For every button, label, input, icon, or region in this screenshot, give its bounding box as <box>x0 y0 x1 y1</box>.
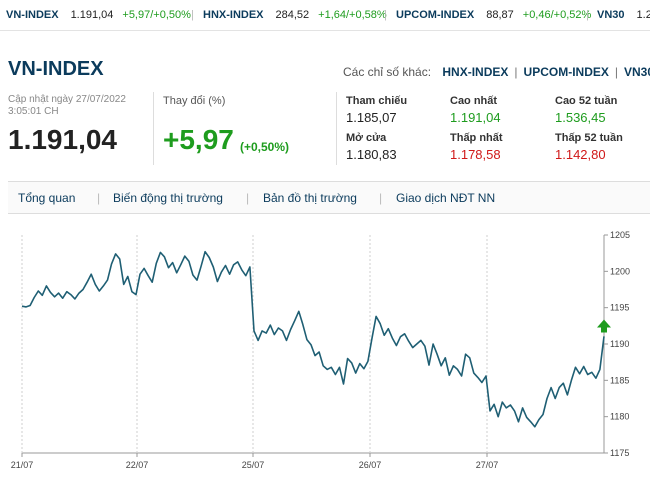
stat-value: 1.180,83 <box>346 147 397 162</box>
ticker-bar: VN-INDEX 1.191,04 +5,97/+0,50% | HNX-INDEX… <box>0 0 650 31</box>
up-arrow-icon <box>597 319 611 333</box>
ticker-item-vn30[interactable]: VN30 1.21 <box>597 9 650 21</box>
chart-grid <box>21 234 608 457</box>
stat-label: Thấp 52 tuần <box>555 132 623 144</box>
ticker-separator: | <box>586 9 589 21</box>
ticker-separator: | <box>384 9 387 21</box>
link-separator: | <box>614 65 618 79</box>
change-value: +5,97 <box>163 124 234 155</box>
tab-bar: Tổng quan | Biến động thị trường | Bản đ… <box>8 181 650 214</box>
stat-value: 1.142,80 <box>555 147 606 162</box>
tab-market-movement[interactable]: Biến động thị trường <box>113 191 223 205</box>
link-upcom-index[interactable]: UPCOM-INDEX <box>523 65 609 79</box>
change-percent: (+0,50%) <box>240 140 290 154</box>
x-tick-label: 26/07 <box>359 460 382 470</box>
stat-label: Tham chiếu <box>346 95 408 107</box>
stat-value: 1.536,45 <box>555 110 606 125</box>
stat-high-52w: Cao 52 tuần 1.536,45 <box>555 95 617 125</box>
divider <box>336 92 337 165</box>
ticker-item-vnindex[interactable]: VN-INDEX 1.191,04 +5,97/+0,50% <box>6 9 191 21</box>
y-axis-labels: 1175 1180 1185 1190 1195 1200 1205 <box>610 230 630 458</box>
series-line <box>21 250 605 428</box>
page-title: VN-INDEX <box>8 58 104 80</box>
ticker-value: 1.191,04 <box>70 9 114 21</box>
ticker-item-upcomindex[interactable]: UPCOM-INDEX 88,87 +0,46/+0,52% <box>396 9 591 21</box>
y-tick-label: 1185 <box>610 375 629 385</box>
tab-overview[interactable]: Tổng quan <box>18 191 76 205</box>
x-tick-label: 22/07 <box>126 460 149 470</box>
ticker-separator: | <box>191 9 194 21</box>
ticker-change: +1,64/+0,58% <box>318 9 387 21</box>
ticker-change: +5,97/+0,50% <box>122 9 191 21</box>
ticker-item-hnxindex[interactable]: HNX-INDEX 284,52 +1,64/+0,58% <box>203 9 387 21</box>
ticker-name: UPCOM-INDEX <box>396 9 475 21</box>
y-tick-label: 1205 <box>610 230 630 240</box>
stat-label: Cao nhất <box>450 95 498 107</box>
stat-value: 1.185,07 <box>346 110 397 125</box>
x-axis-labels: 21/07 22/07 25/07 26/07 27/07 <box>11 460 499 470</box>
other-indices-label: Các chỉ số khác: <box>343 65 432 79</box>
link-hnx-index[interactable]: HNX-INDEX <box>442 65 509 79</box>
tab-market-map[interactable]: Bản đồ thị trường <box>263 191 357 205</box>
ticker-value: 1.21 <box>636 9 650 21</box>
divider <box>153 92 154 165</box>
y-tick-label: 1175 <box>610 448 629 458</box>
current-price: 1.191,04 <box>8 124 117 155</box>
stat-open: Mở cửa 1.180,83 <box>346 132 397 162</box>
ticker-value: 284,52 <box>275 9 310 21</box>
tab-separator: | <box>246 191 250 205</box>
stat-value: 1.178,58 <box>450 147 501 162</box>
y-tick-label: 1190 <box>610 339 629 349</box>
x-tick-label: 27/07 <box>476 460 499 470</box>
other-indices: Các chỉ số khác: HNX-INDEX | UPCOM-INDEX | V… <box>343 65 650 79</box>
tab-foreign-trading[interactable]: Giao dịch NĐT NN <box>396 191 496 205</box>
tab-separator: | <box>379 191 383 205</box>
stat-low-52w: Thấp 52 tuần 1.142,80 <box>555 132 623 162</box>
ticker-name: VN-INDEX <box>6 9 59 21</box>
stat-label: Cao 52 tuần <box>555 95 618 107</box>
update-time: Cập nhật ngày 27/07/2022 3:05:01 CH <box>8 94 126 117</box>
y-tick-label: 1200 <box>610 266 630 276</box>
stat-reference: Tham chiếu 1.185,07 <box>346 95 407 125</box>
stat-high: Cao nhất 1.191,04 <box>450 95 501 125</box>
stat-low: Thấp nhất 1.178,58 <box>450 132 503 162</box>
ticker-change: +0,46/+0,52% <box>522 9 592 21</box>
y-tick-label: 1195 <box>610 303 629 313</box>
link-vn30[interactable]: VN30 <box>624 65 650 79</box>
ticker-name: VN30 <box>597 9 625 21</box>
stat-value: 1.191,04 <box>450 110 501 125</box>
x-tick-label: 21/07 <box>11 460 34 470</box>
stat-label: Mở cửa <box>346 132 387 144</box>
tab-separator: | <box>97 191 101 205</box>
x-tick-label: 25/07 <box>242 460 265 470</box>
link-separator: | <box>514 65 518 79</box>
ticker-value: 88,87 <box>486 9 514 21</box>
ticker-name: HNX-INDEX <box>203 9 264 21</box>
y-tick-label: 1180 <box>610 412 629 422</box>
change-label: Thay đổi (%) <box>163 95 226 107</box>
up-arrow-shape <box>597 319 611 333</box>
stat-label: Thấp nhất <box>450 132 503 144</box>
